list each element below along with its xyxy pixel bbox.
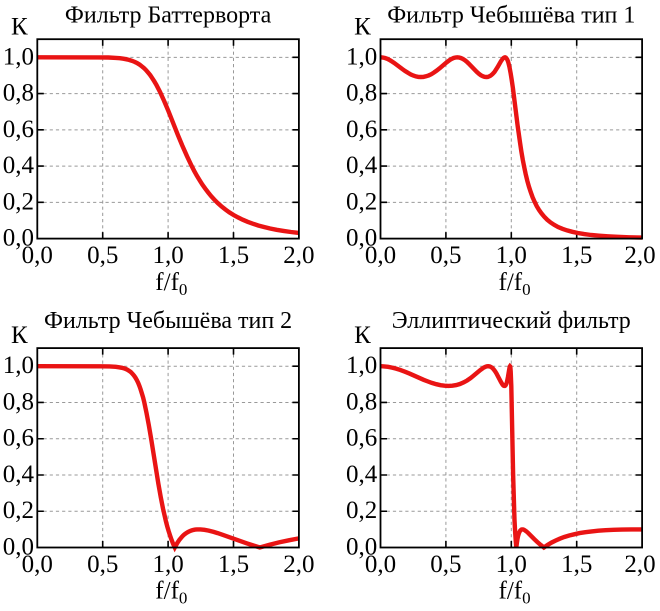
svg-text:0,5: 0,5 [87,242,118,269]
svg-text:1,5: 1,5 [561,551,592,578]
svg-text:0,4: 0,4 [3,152,35,179]
svg-text:0,0: 0,0 [22,242,53,269]
svg-text:0,0: 0,0 [346,225,377,252]
svg-text:1,0: 1,0 [496,551,527,578]
svg-text:0,8: 0,8 [346,80,377,107]
svg-text:1,5: 1,5 [218,242,249,269]
svg-text:0,2: 0,2 [3,188,34,215]
svg-text:Фильтр Баттерворта: Фильтр Баттерворта [65,3,272,29]
svg-text:1,0: 1,0 [3,43,34,70]
svg-text:0,0: 0,0 [365,242,396,269]
svg-text:Эллиптический фильтр: Эллиптический фильтр [392,308,631,334]
svg-text:0,0: 0,0 [3,225,34,252]
svg-text:0,0: 0,0 [3,534,34,561]
svg-text:1,0: 1,0 [152,551,183,578]
svg-text:1,0: 1,0 [3,352,34,379]
svg-text:2,0: 2,0 [283,551,314,578]
svg-text:1,0: 1,0 [346,43,377,70]
svg-text:2,0: 2,0 [624,242,655,269]
svg-text:К: К [11,322,28,349]
svg-text:0,5: 0,5 [430,242,461,269]
svg-text:1,0: 1,0 [346,352,377,379]
svg-text:1,0: 1,0 [152,242,183,269]
svg-text:0,0: 0,0 [22,551,53,578]
svg-text:0,8: 0,8 [346,389,377,416]
svg-text:0,6: 0,6 [3,116,34,143]
svg-text:0,2: 0,2 [3,497,34,524]
svg-text:0,2: 0,2 [346,497,377,524]
svg-text:К: К [11,14,28,41]
svg-text:0,5: 0,5 [87,551,118,578]
svg-text:2,0: 2,0 [624,551,655,578]
svg-text:0,2: 0,2 [346,188,377,215]
svg-text:0,6: 0,6 [346,116,377,143]
svg-text:0,8: 0,8 [3,80,34,107]
svg-text:0,4: 0,4 [346,461,378,488]
svg-text:0,8: 0,8 [3,389,34,416]
svg-text:Фильтр Чебышёва тип 1: Фильтр Чебышёва тип 1 [387,3,635,29]
svg-text:1,5: 1,5 [218,551,249,578]
svg-text:0,4: 0,4 [3,461,35,488]
svg-text:0,4: 0,4 [346,152,378,179]
svg-text:2,0: 2,0 [283,242,314,269]
svg-text:0,5: 0,5 [430,551,461,578]
svg-text:0,6: 0,6 [346,425,377,452]
svg-text:Фильтр Чебышёва тип 2: Фильтр Чебышёва тип 2 [44,308,292,334]
svg-text:f/f0: f/f0 [499,269,531,299]
svg-text:К: К [354,14,371,41]
svg-text:1,0: 1,0 [496,242,527,269]
svg-text:0,0: 0,0 [346,534,377,561]
svg-text:К: К [354,322,371,349]
svg-text:1,5: 1,5 [561,242,592,269]
svg-text:0,6: 0,6 [3,425,34,452]
svg-text:0,0: 0,0 [365,551,396,578]
